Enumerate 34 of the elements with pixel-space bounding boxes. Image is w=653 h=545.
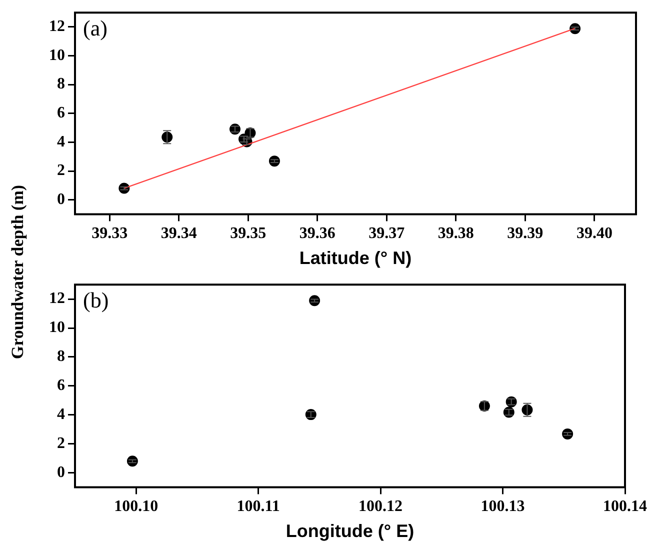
y-tick-label: 8 — [57, 348, 65, 366]
y-tick-label: 10 — [49, 319, 65, 336]
x-tick-label: 100.13 — [480, 498, 525, 515]
y-tick-label: 2 — [57, 434, 65, 452]
y-tick-label: 10 — [49, 46, 65, 64]
y-tick-label: 6 — [57, 104, 65, 122]
x-tick-label: 39.33 — [92, 224, 128, 242]
y-tick-label: 0 — [57, 190, 65, 208]
x-tick-label: 100.11 — [236, 498, 280, 515]
x-tick-label: 100.12 — [358, 498, 403, 515]
y-axis-title: Groundwater depth (m) — [8, 184, 28, 362]
y-tick-label: 6 — [57, 377, 65, 394]
y-tick-label: 8 — [57, 76, 65, 93]
point — [305, 409, 316, 420]
point — [229, 124, 240, 135]
x-tick-label: 100.10 — [114, 498, 158, 515]
y-tick-label: 12 — [49, 290, 65, 308]
x-axis-title: Longitude (° E) — [286, 521, 414, 542]
x-tick-label: 39.34 — [160, 224, 197, 242]
annotation: (a) — [83, 15, 108, 40]
x-tick-label: 39.38 — [438, 224, 474, 242]
y-tick-label: 4 — [57, 133, 65, 150]
x-tick-label: 39.40 — [576, 224, 612, 242]
x-tick-label: 39.36 — [299, 224, 336, 242]
x-tick-label: 39.35 — [230, 224, 266, 242]
y-tick-label: 12 — [49, 18, 65, 36]
y-tick-label: 4 — [57, 406, 65, 423]
x-tick-label: 39.37 — [368, 224, 405, 242]
annotation: (b) — [83, 287, 109, 312]
y-tick-label: 0 — [57, 464, 65, 481]
x-tick-label: 39.39 — [507, 224, 544, 242]
y-tick-label: 2 — [57, 162, 65, 180]
x-tick-label: 100.14 — [603, 498, 647, 515]
x-axis-title: Latitude (° N) — [299, 248, 412, 268]
